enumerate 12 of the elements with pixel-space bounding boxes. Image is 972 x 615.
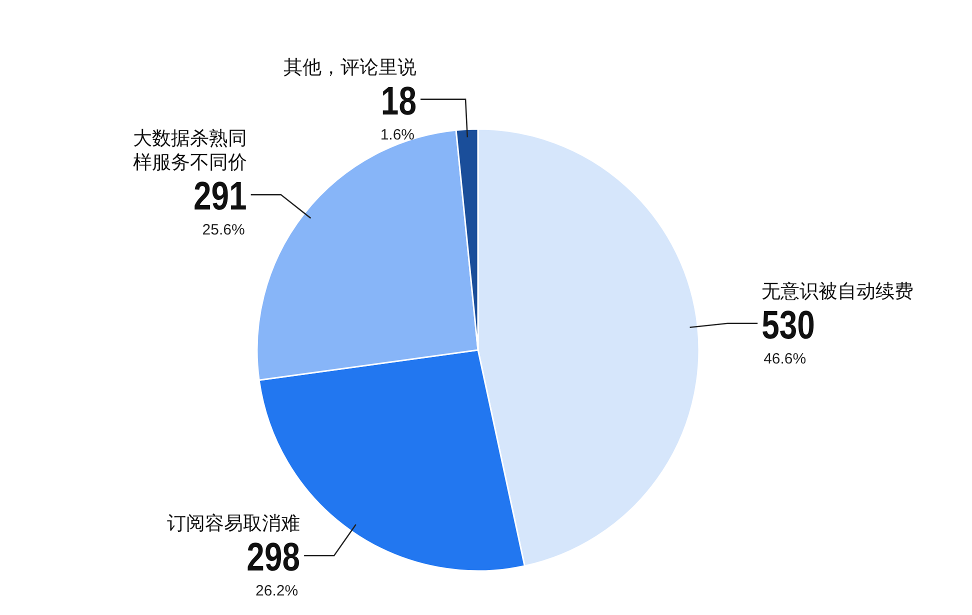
data-label: 298 xyxy=(246,534,300,580)
text: 26.2% xyxy=(256,582,298,600)
text: 1.6% xyxy=(380,126,415,144)
slice-label: 订阅容易取消难 xyxy=(167,512,300,535)
text: 46.6% xyxy=(764,350,806,368)
data-label: 530 xyxy=(762,302,815,348)
data-label: 18 xyxy=(380,78,417,124)
slice-label: 无意识被自动续费 xyxy=(762,280,914,302)
text: 25.6% xyxy=(202,222,245,239)
slice-label: 其他，评论里说 xyxy=(284,56,417,78)
data-label: 291 xyxy=(193,173,247,219)
slice-label: 大数据杀熟同样服务不同价 xyxy=(132,128,247,174)
